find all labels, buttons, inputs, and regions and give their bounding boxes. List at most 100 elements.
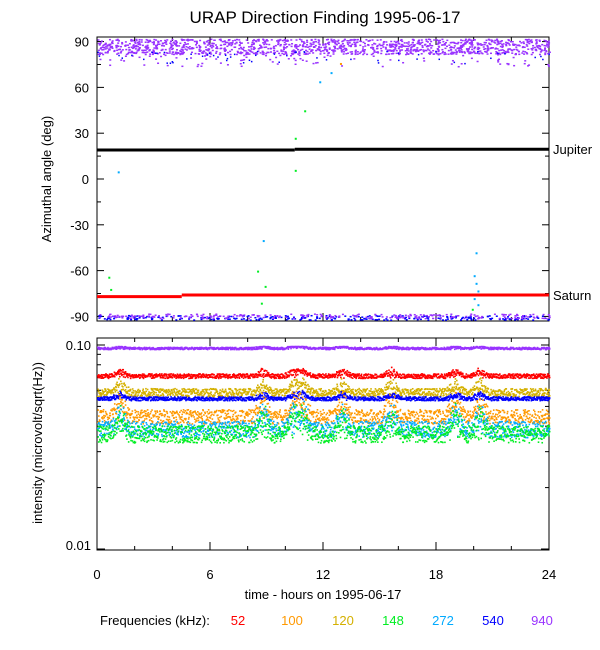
top-band-point bbox=[175, 51, 178, 54]
top-band-point bbox=[423, 60, 426, 62]
intensity-point bbox=[463, 375, 466, 378]
top-band-point bbox=[354, 315, 357, 317]
intensity-point bbox=[219, 375, 221, 377]
top-band-point bbox=[476, 52, 479, 55]
top-band-point bbox=[341, 313, 344, 316]
top-band-point bbox=[276, 50, 279, 53]
top-band-point bbox=[474, 46, 477, 49]
top-band-point bbox=[427, 316, 430, 318]
intensity-point bbox=[445, 348, 448, 351]
intensity-point bbox=[161, 376, 164, 379]
top-band-point bbox=[471, 44, 474, 46]
top-band-point bbox=[166, 39, 169, 41]
top-band-point bbox=[334, 50, 337, 52]
intensity-point bbox=[293, 376, 296, 379]
top-ytick-label: 90 bbox=[75, 35, 89, 50]
intensity-point bbox=[225, 373, 228, 376]
intensity-point bbox=[285, 373, 288, 376]
top-band-point bbox=[140, 315, 143, 318]
top-band-point bbox=[265, 43, 268, 46]
top-band-point bbox=[188, 39, 191, 41]
intensity-point bbox=[116, 381, 118, 384]
intensity-point bbox=[244, 376, 247, 379]
top-band-point bbox=[527, 316, 530, 318]
intensity-point bbox=[535, 375, 537, 378]
intensity-point bbox=[337, 371, 339, 373]
intensity-point bbox=[129, 375, 132, 378]
intensity-point bbox=[415, 348, 418, 351]
intensity-point bbox=[136, 391, 139, 394]
intensity-point bbox=[125, 347, 127, 350]
intensity-point bbox=[182, 377, 185, 380]
top-band-point bbox=[541, 317, 544, 320]
top-band-point bbox=[538, 47, 541, 50]
intensity-point bbox=[361, 346, 363, 349]
top-band-point bbox=[170, 40, 173, 43]
top-band-point bbox=[405, 53, 408, 56]
top-band-point bbox=[149, 53, 152, 55]
intensity-point bbox=[260, 345, 262, 348]
intensity-point bbox=[348, 375, 351, 378]
top-band-point bbox=[210, 318, 213, 321]
intensity-point bbox=[172, 373, 175, 375]
intensity-point bbox=[151, 394, 154, 396]
intensity-point bbox=[156, 389, 158, 391]
top-band-point bbox=[140, 41, 143, 43]
top-band-point bbox=[161, 48, 164, 51]
intensity-point bbox=[159, 346, 161, 349]
top-band-point bbox=[335, 43, 338, 46]
intensity-point bbox=[417, 373, 419, 376]
intensity-point bbox=[423, 374, 426, 376]
intensity-point bbox=[142, 376, 145, 379]
top-band-point bbox=[462, 316, 465, 319]
top-band-point bbox=[152, 315, 155, 318]
top-band-point bbox=[325, 316, 328, 319]
top-band-point bbox=[108, 38, 111, 41]
top-band-point bbox=[104, 43, 107, 46]
top-band-point bbox=[278, 52, 281, 55]
top-band-point bbox=[464, 41, 467, 44]
intensity-point bbox=[385, 371, 387, 373]
intensity-point bbox=[524, 374, 527, 377]
intensity-point bbox=[500, 377, 502, 379]
top-band-point bbox=[461, 39, 464, 42]
top-band-point bbox=[517, 44, 520, 47]
intensity-point bbox=[459, 373, 461, 376]
top-band-point bbox=[280, 49, 283, 51]
top-band-point bbox=[441, 48, 444, 51]
intensity-point bbox=[389, 375, 391, 378]
intensity-point bbox=[193, 346, 196, 349]
top-band-point bbox=[200, 314, 203, 317]
top-band-point bbox=[273, 49, 276, 52]
top-band-point bbox=[185, 46, 188, 48]
top-band-point bbox=[255, 40, 258, 43]
top-scatter-point bbox=[477, 290, 480, 293]
intensity-point bbox=[503, 348, 506, 351]
top-band-point bbox=[501, 45, 504, 47]
top-band-point bbox=[212, 315, 215, 318]
top-band-point bbox=[226, 51, 229, 54]
intensity-point bbox=[182, 376, 184, 378]
top-band-point bbox=[185, 49, 188, 51]
intensity-point bbox=[263, 373, 265, 375]
top-band-point bbox=[297, 45, 300, 48]
top-band-point bbox=[167, 313, 170, 315]
top-band-point bbox=[527, 48, 530, 50]
top-band-point bbox=[342, 48, 345, 51]
intensity-point bbox=[419, 373, 422, 376]
top-band-point bbox=[472, 50, 475, 52]
intensity-point bbox=[227, 376, 230, 378]
top-band-point bbox=[449, 315, 452, 318]
top-band-point bbox=[112, 315, 115, 318]
top-band-point bbox=[511, 317, 514, 320]
intensity-point bbox=[342, 346, 345, 349]
top-band-point bbox=[223, 48, 226, 50]
intensity-point bbox=[416, 375, 418, 378]
top-band-point bbox=[237, 51, 240, 54]
intensity-point bbox=[246, 373, 249, 375]
top-band-point bbox=[99, 42, 102, 44]
top-band-point bbox=[283, 41, 286, 44]
top-band-point bbox=[407, 315, 410, 317]
intensity-point bbox=[466, 376, 468, 379]
intensity-point bbox=[454, 346, 457, 349]
